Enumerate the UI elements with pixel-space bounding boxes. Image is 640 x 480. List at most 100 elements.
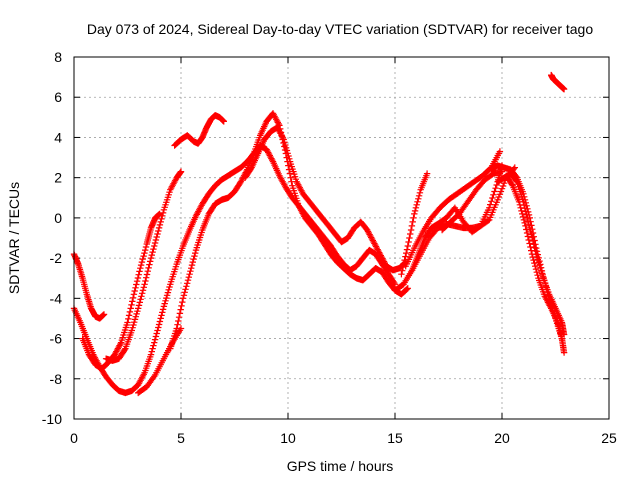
data-point	[135, 302, 143, 309]
data-point	[121, 346, 128, 354]
data-point	[488, 198, 495, 205]
data-point	[410, 214, 417, 222]
data-point	[131, 287, 138, 295]
data-point	[159, 309, 166, 316]
data-point	[100, 311, 108, 318]
data-point	[156, 318, 164, 325]
x-tick-label: 20	[494, 430, 510, 446]
data-point	[154, 327, 161, 334]
data-point	[187, 268, 194, 275]
data-point	[177, 168, 185, 175]
data-point	[538, 270, 546, 277]
data-point	[499, 182, 507, 190]
data-point	[192, 249, 199, 257]
data-point	[493, 181, 500, 189]
data-point	[406, 234, 413, 242]
data-point	[496, 191, 504, 198]
series-track-6	[171, 112, 227, 149]
data-point	[415, 195, 422, 202]
data-point	[534, 272, 541, 279]
data-point	[532, 266, 540, 273]
series-track-11	[408, 164, 518, 274]
data-point	[134, 274, 142, 282]
data-point	[139, 290, 146, 297]
data-point	[132, 284, 139, 291]
x-tick-label: 25	[601, 430, 617, 446]
series-track-17	[548, 71, 568, 93]
data-point	[285, 152, 292, 160]
x-tick-label: 0	[70, 430, 78, 446]
data-point	[153, 233, 160, 241]
data-point	[399, 264, 407, 271]
data-point	[133, 281, 140, 288]
data-point	[145, 264, 152, 272]
x-tick-label: 15	[387, 430, 403, 446]
data-point	[125, 312, 133, 319]
data-point	[131, 319, 138, 326]
data-point	[163, 294, 170, 302]
y-tick-label: -6	[50, 331, 63, 347]
data-point	[175, 317, 182, 325]
data-point	[490, 191, 497, 198]
series-track-2	[70, 142, 399, 397]
data-point	[529, 253, 536, 261]
data-point	[411, 210, 418, 218]
data-point	[404, 285, 411, 292]
data-point	[286, 155, 293, 162]
data-point	[517, 204, 524, 211]
x-tick-label: 5	[177, 430, 185, 446]
data-point	[521, 219, 528, 227]
data-point	[151, 336, 159, 343]
data-point	[132, 313, 139, 320]
y-tick-label: 4	[54, 129, 62, 145]
data-point	[137, 296, 144, 303]
data-point	[283, 147, 291, 154]
data-point	[147, 258, 154, 265]
data-point	[180, 292, 188, 299]
data-point	[281, 139, 288, 146]
data-point	[518, 207, 525, 215]
data-point	[151, 373, 158, 380]
data-point	[560, 86, 568, 93]
data-point	[142, 246, 149, 254]
data-series	[70, 71, 568, 397]
data-point	[174, 321, 181, 328]
data-point	[117, 340, 124, 348]
axis-ticks: 0 5 10 15 20 25 -10 -8 -6 -4 -2 0 2 4 6 8	[42, 49, 617, 446]
data-point	[183, 283, 190, 290]
data-point	[533, 269, 540, 276]
data-point	[519, 213, 527, 221]
data-point	[531, 259, 538, 267]
data-point	[138, 258, 146, 266]
data-point	[175, 314, 183, 321]
plot-frame	[73, 56, 610, 420]
y-tick-label: 6	[54, 89, 62, 105]
data-point	[186, 271, 193, 278]
data-point	[407, 226, 415, 234]
data-point	[537, 264, 544, 272]
data-point	[140, 252, 147, 260]
data-point	[526, 240, 533, 247]
data-point	[141, 249, 148, 257]
data-point	[405, 238, 412, 246]
data-point	[159, 306, 167, 313]
data-point	[179, 295, 187, 302]
data-point	[173, 325, 180, 332]
data-point	[287, 174, 294, 181]
data-point	[532, 263, 539, 270]
data-point	[527, 228, 534, 235]
series-track-12	[398, 170, 431, 278]
data-point	[147, 351, 155, 358]
data-point	[155, 224, 163, 232]
data-point	[525, 221, 533, 228]
data-point	[528, 250, 536, 258]
data-point	[137, 265, 144, 272]
data-point	[146, 261, 153, 268]
data-point	[164, 289, 172, 296]
data-point	[489, 194, 496, 202]
data-point	[126, 308, 134, 316]
x-tick-label: 10	[280, 430, 296, 446]
data-point	[526, 224, 533, 232]
data-point	[154, 230, 161, 238]
